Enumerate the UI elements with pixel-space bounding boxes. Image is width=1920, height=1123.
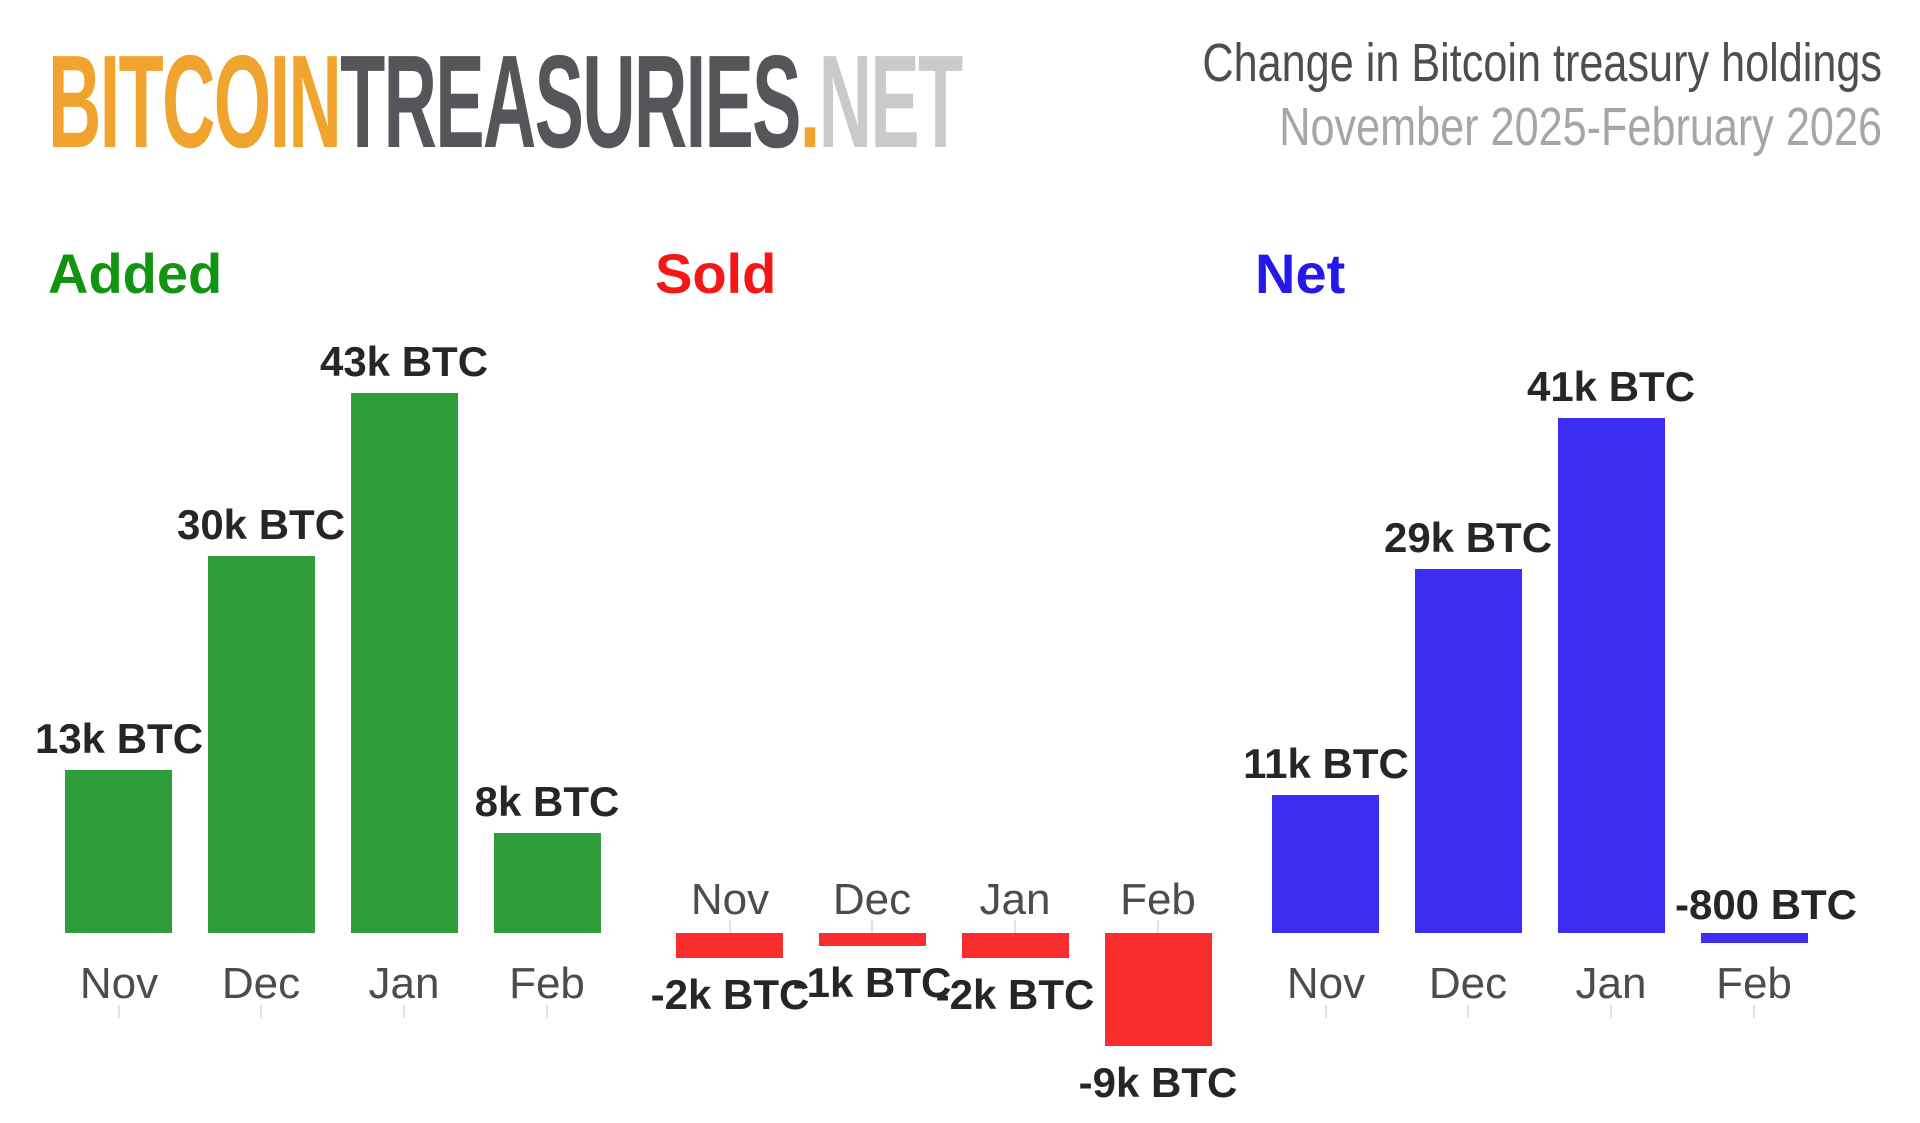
sold-axis-tick-feb <box>1157 920 1159 933</box>
logo-treasuries-text: TREASURIES <box>340 28 801 175</box>
logo-dot: . <box>799 28 821 175</box>
net-value-label-jan: 41k BTC <box>1526 363 1696 410</box>
net-bar-feb <box>1701 933 1808 943</box>
net-value-label-feb: -800 BTC <box>1674 881 1858 928</box>
sold-value-label-dec: -1k BTC <box>792 959 952 1006</box>
added-bar-jan <box>351 393 458 933</box>
net-axis-tick-feb <box>1753 1005 1755 1018</box>
added-axis-tick-dec <box>260 1005 262 1018</box>
logo-net-text: NET <box>818 28 963 175</box>
net-month-label-nov: Nov <box>1286 959 1366 1008</box>
added-month-label-nov: Nov <box>79 959 159 1008</box>
page-subtitle: November 2025-February 2026 <box>1279 97 1882 158</box>
sold-value-label-feb: -9k BTC <box>1078 1059 1238 1106</box>
net-month-label-feb: Feb <box>1716 959 1792 1008</box>
site-logo: BITCOINTREASURIES.NET <box>48 36 1679 168</box>
sold-bar-nov <box>676 933 783 958</box>
sold-axis-tick-jan <box>1014 920 1016 933</box>
net-month-label-dec: Dec <box>1428 959 1508 1008</box>
sold-month-label-dec: Dec <box>832 875 912 924</box>
net-bar-dec <box>1415 569 1522 933</box>
sold-chart-title: Sold <box>655 242 777 305</box>
added-axis-tick-feb <box>546 1005 548 1018</box>
added-month-label-feb: Feb <box>509 959 585 1008</box>
sold-value-label-nov: -2k BTC <box>650 971 810 1018</box>
sold-bar-feb <box>1105 933 1212 1046</box>
added-value-label-feb: 8k BTC <box>474 778 620 825</box>
net-bar-nov <box>1272 795 1379 933</box>
net-value-label-dec: 29k BTC <box>1383 514 1553 561</box>
sold-value-label-jan: -2k BTC <box>935 971 1095 1018</box>
added-axis-tick-jan <box>403 1005 405 1018</box>
net-chart-title: Net <box>1255 242 1346 305</box>
sold-month-label-jan: Jan <box>979 875 1051 924</box>
sold-axis-tick-dec <box>871 920 873 933</box>
net-axis-tick-jan <box>1610 1005 1612 1018</box>
added-axis-tick-nov <box>118 1005 120 1018</box>
added-bar-feb <box>494 833 601 933</box>
added-value-label-jan: 43k BTC <box>319 338 489 385</box>
sold-month-label-feb: Feb <box>1120 875 1196 924</box>
net-bar-jan <box>1558 418 1665 933</box>
added-bar-nov <box>65 770 172 933</box>
added-bar-dec <box>208 556 315 933</box>
added-value-label-nov: 13k BTC <box>34 715 204 762</box>
net-axis-tick-nov <box>1325 1005 1327 1018</box>
net-value-label-nov: 11k BTC <box>1243 740 1409 787</box>
sold-month-label-nov: Nov <box>690 875 770 924</box>
added-month-label-dec: Dec <box>221 959 301 1008</box>
sold-bar-jan <box>962 933 1069 958</box>
added-value-label-dec: 30k BTC <box>176 501 346 548</box>
sold-axis-tick-nov <box>729 920 731 933</box>
site-logo-text: BITCOINTREASURIES.NET <box>48 36 963 168</box>
page-title: Change in Bitcoin treasury holdings <box>1202 33 1882 93</box>
net-month-label-jan: Jan <box>1575 959 1647 1008</box>
added-chart-title: Added <box>48 242 223 305</box>
net-axis-tick-dec <box>1467 1005 1469 1018</box>
logo-bitcoin-text: BITCOIN <box>48 28 342 175</box>
sold-bar-dec <box>819 933 926 946</box>
chart-header: Change in Bitcoin treasury holdings Nove… <box>782 32 1882 158</box>
added-month-label-jan: Jan <box>368 959 440 1008</box>
